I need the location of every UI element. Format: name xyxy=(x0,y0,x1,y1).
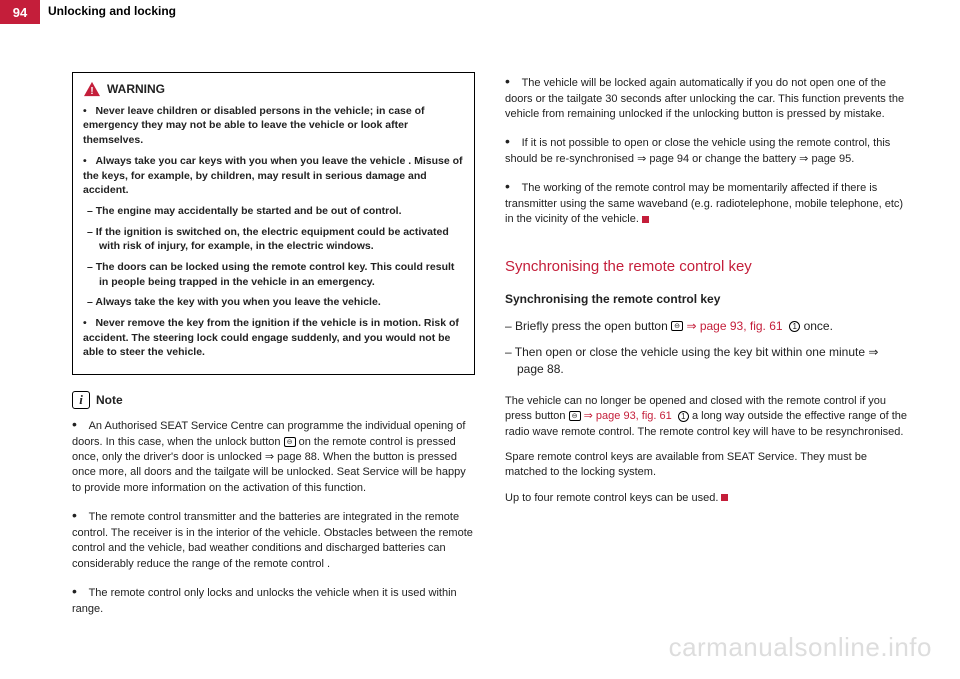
sync-body3-text: Up to four remote control keys can be us… xyxy=(505,492,721,504)
note-header: i Note xyxy=(72,391,475,409)
warning-p1-text: Never leave children or disabled persons… xyxy=(83,105,425,146)
sync-body3: Up to four remote control keys can be us… xyxy=(505,491,908,506)
right-p2-text: If it is not possible to open or close t… xyxy=(505,137,890,165)
sync-step1a: – Briefly press the open button xyxy=(505,319,671,333)
sync-body1: The vehicle can no longer be opened and … xyxy=(505,394,908,440)
sync-body1-ref: ⇒ page 93, fig. 61 xyxy=(581,410,675,422)
warning-triangle-icon: ! xyxy=(83,81,101,97)
right-p3-text: The working of the remote control may be… xyxy=(505,182,903,225)
warning-sub2: If the ignition is switched on, the elec… xyxy=(99,225,464,254)
warning-sub4: Always take the key with you when you le… xyxy=(99,295,464,310)
open-button-icon-2: ⊖ xyxy=(569,411,581,421)
right-column: • The vehicle will be locked again autom… xyxy=(505,72,908,627)
warning-sub1: The engine may accidentally be started a… xyxy=(99,204,464,219)
warning-box: ! WARNING • Never leave children or disa… xyxy=(72,72,475,375)
warning-p2-text: Always take you car keys with you when y… xyxy=(83,155,463,196)
left-column: ! WARNING • Never leave children or disa… xyxy=(72,72,475,627)
ref-number-1b-icon: 1 xyxy=(678,411,689,422)
end-marker-icon xyxy=(642,216,649,223)
content-area: ! WARNING • Never leave children or disa… xyxy=(72,72,908,627)
note-p2-text: The remote control transmitter and the b… xyxy=(72,511,473,569)
note-p3-text: The remote control only locks and unlock… xyxy=(72,587,457,615)
sync-step2: – Then open or close the vehicle using t… xyxy=(505,344,908,378)
section-title: Unlocking and locking xyxy=(48,4,176,18)
sync-step1: – Briefly press the open button ⊖ ⇒ page… xyxy=(505,318,908,335)
right-p3: • The working of the remote control may … xyxy=(505,177,908,227)
right-p1: • The vehicle will be locked again autom… xyxy=(505,72,908,122)
right-p1-text: The vehicle will be locked again automat… xyxy=(505,77,904,120)
warning-p1: • Never leave children or disabled perso… xyxy=(83,104,464,148)
note-label: Note xyxy=(96,392,123,409)
sync-subheading: Synchronising the remote control key xyxy=(505,291,908,308)
warning-p3: • Never remove the key from the ignition… xyxy=(83,316,464,360)
sync-heading: Synchronising the remote control key xyxy=(505,256,908,277)
open-button-icon: ⊖ xyxy=(671,321,683,331)
ref-number-1-icon: 1 xyxy=(789,321,800,332)
unlock-button-icon: ⊖ xyxy=(284,437,296,447)
warning-sub3: The doors can be locked using the remote… xyxy=(99,260,464,289)
note-p3: • The remote control only locks and unlo… xyxy=(72,582,475,617)
sync-body2: Spare remote control keys are available … xyxy=(505,450,908,481)
svg-text:!: ! xyxy=(90,86,93,97)
note-p2: • The remote control transmitter and the… xyxy=(72,506,475,572)
warning-p3-text: Never remove the key from the ignition i… xyxy=(83,317,459,358)
page-number-badge: 94 xyxy=(0,0,40,24)
sync-step1b: once. xyxy=(800,319,833,333)
warning-header: ! WARNING xyxy=(83,81,464,98)
right-p2: • If it is not possible to open or close… xyxy=(505,132,908,167)
end-marker-icon-2 xyxy=(721,494,728,501)
warning-p2: • Always take you car keys with you when… xyxy=(83,154,464,198)
info-icon: i xyxy=(72,391,90,409)
note-p1: • An Authorised SEAT Service Centre can … xyxy=(72,415,475,496)
watermark-text: carmanualsonline.info xyxy=(669,632,932,663)
sync-step1-ref: ⇒ page 93, fig. 61 xyxy=(683,319,786,333)
warning-label: WARNING xyxy=(107,81,165,98)
